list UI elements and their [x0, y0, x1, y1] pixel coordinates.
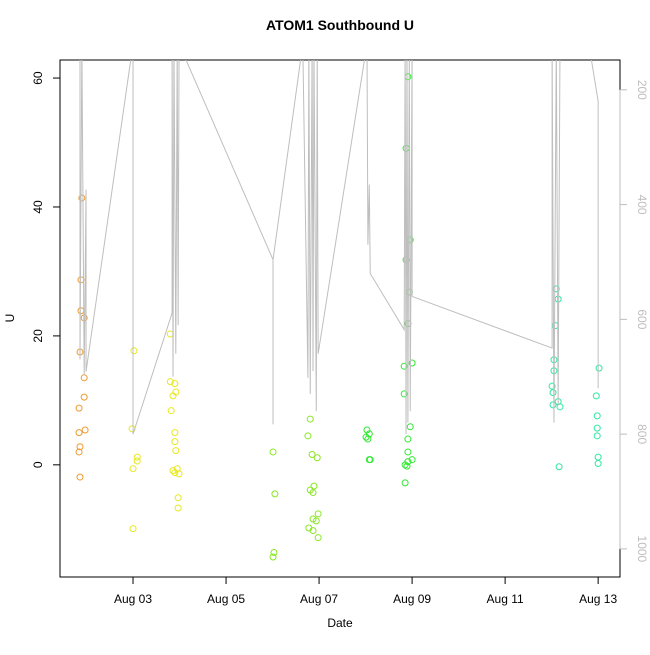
x-tick-label: Aug 11 — [487, 592, 524, 606]
point — [404, 73, 412, 81]
point — [403, 462, 411, 470]
point — [309, 489, 317, 497]
point — [167, 407, 175, 415]
point — [129, 525, 137, 533]
point — [556, 403, 564, 411]
point — [130, 347, 138, 355]
point — [171, 380, 179, 388]
point — [133, 453, 141, 461]
point — [593, 412, 601, 420]
profile-line — [79, 60, 599, 435]
y-tick-label: 0 — [31, 461, 45, 468]
point — [400, 362, 408, 370]
point — [304, 432, 312, 440]
x-tick-label: Aug 07 — [300, 592, 338, 606]
point — [554, 295, 562, 303]
point — [270, 549, 278, 557]
point — [269, 448, 277, 456]
chart-title: ATOM1 Southbound U — [266, 17, 414, 33]
point — [76, 473, 84, 481]
point — [549, 401, 557, 409]
point — [81, 426, 89, 434]
point — [593, 432, 601, 440]
y2-tick-label: 600 — [635, 309, 649, 329]
point — [75, 448, 83, 456]
point — [402, 144, 410, 152]
point — [80, 393, 88, 401]
point — [594, 453, 602, 461]
point — [308, 451, 316, 459]
point — [306, 415, 314, 423]
plot-area — [75, 60, 603, 561]
y-tick-label: 20 — [31, 329, 45, 343]
point — [595, 364, 603, 372]
point — [75, 404, 83, 412]
y-tick-label: 60 — [31, 71, 45, 85]
y-axis-label: U — [3, 314, 17, 323]
point — [174, 504, 182, 512]
plot-frame — [59, 59, 621, 578]
point — [592, 392, 600, 400]
point — [364, 435, 372, 443]
point — [313, 454, 321, 462]
point — [401, 479, 409, 487]
point — [171, 438, 179, 446]
point — [269, 553, 277, 561]
point — [75, 429, 83, 437]
point — [549, 389, 557, 397]
point — [171, 429, 179, 437]
point — [366, 456, 374, 464]
y2-tick-label: 400 — [635, 195, 649, 215]
x-tick-label: Aug 03 — [114, 592, 152, 606]
point — [271, 490, 279, 498]
point — [76, 443, 84, 451]
point — [133, 457, 141, 465]
point — [314, 534, 322, 542]
point — [78, 194, 86, 202]
point — [594, 460, 602, 468]
point — [555, 463, 563, 471]
point — [408, 359, 416, 367]
point — [404, 435, 412, 443]
point — [548, 382, 556, 390]
point — [309, 527, 317, 535]
y2-tick-label: 800 — [635, 424, 649, 444]
y2-tick-label: 200 — [635, 80, 649, 100]
point — [401, 461, 409, 469]
point — [310, 482, 318, 490]
point — [314, 510, 322, 518]
point — [363, 426, 371, 434]
point — [80, 374, 88, 382]
point — [406, 423, 414, 431]
point — [172, 447, 180, 455]
point — [77, 307, 85, 315]
y-tick-label: 40 — [31, 200, 45, 214]
point — [175, 470, 183, 478]
x-tick-label: Aug 05 — [207, 592, 245, 606]
x-tick-label: Aug 13 — [579, 592, 617, 606]
point — [593, 424, 601, 432]
point — [362, 433, 370, 441]
point — [174, 494, 182, 502]
point — [166, 378, 174, 386]
point — [129, 465, 137, 473]
point — [408, 456, 416, 464]
x-tick-label: Aug 09 — [393, 592, 431, 606]
point — [172, 388, 180, 396]
point — [166, 330, 174, 338]
point — [169, 467, 177, 475]
point — [400, 390, 408, 398]
point — [171, 469, 179, 477]
x-axis-label: Date — [327, 616, 353, 630]
y2-tick-label: 1000 — [635, 536, 649, 563]
point — [312, 517, 320, 525]
point — [404, 448, 412, 456]
